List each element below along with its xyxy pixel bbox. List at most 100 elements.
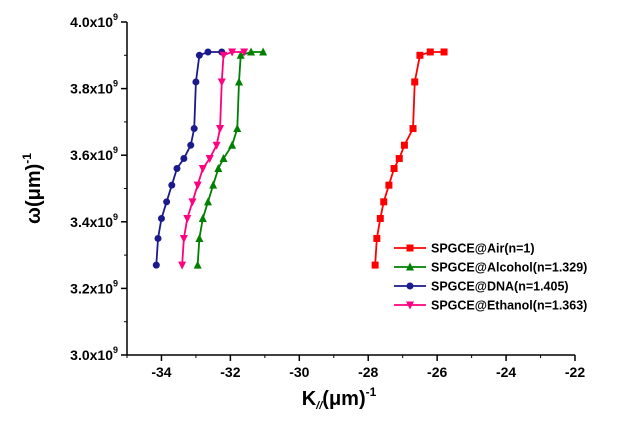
data-point xyxy=(228,48,237,57)
series-0 xyxy=(371,48,448,269)
data-point xyxy=(192,78,200,86)
y-tick-label: 3.4x109 xyxy=(70,212,118,230)
series-1 xyxy=(193,47,268,269)
x-axis-title-main: K xyxy=(302,388,317,410)
data-point xyxy=(214,164,223,173)
data-point xyxy=(188,198,197,207)
y-tick-label: 3.6x109 xyxy=(70,145,118,163)
data-point xyxy=(411,78,419,86)
data-point xyxy=(217,78,226,87)
data-point xyxy=(187,141,195,149)
data-point xyxy=(400,141,408,149)
data-point xyxy=(233,124,242,133)
data-point xyxy=(236,50,245,59)
legend-entry-3: SPGCE@Ethanol(n=1.363) xyxy=(394,299,587,313)
x-axis-title-unit: (μm) xyxy=(322,388,365,410)
y-tick-mantissa: 3.4x10 xyxy=(70,214,113,230)
y-tick-mantissa: 3.8x10 xyxy=(70,81,113,97)
data-point xyxy=(216,125,225,134)
legend-label: SPGCE@DNA(n=1.405) xyxy=(431,280,569,294)
x-axis-title-superscript: -1 xyxy=(366,385,377,399)
legend-marker xyxy=(406,301,414,310)
y-tick-exponent: 9 xyxy=(113,12,118,22)
data-point xyxy=(390,165,398,173)
data-point xyxy=(209,180,218,189)
y-tick-exponent: 9 xyxy=(113,278,118,288)
data-point xyxy=(371,261,379,269)
data-point xyxy=(235,77,243,86)
data-point xyxy=(157,214,165,222)
data-point xyxy=(409,125,417,133)
data-point xyxy=(395,155,403,163)
data-point xyxy=(198,213,207,222)
legend-marker xyxy=(406,282,414,290)
data-point xyxy=(376,214,384,222)
y-axis-title-unit: (μm) xyxy=(23,164,45,207)
data-point xyxy=(385,181,393,189)
data-point xyxy=(205,155,214,164)
y-axis-title-main: ω xyxy=(23,207,45,224)
data-point xyxy=(183,214,192,223)
data-point xyxy=(416,51,424,59)
data-point xyxy=(373,234,381,242)
data-point xyxy=(212,141,221,150)
y-tick-mantissa: 3.6x10 xyxy=(70,147,113,163)
legend-label: SPGCE@Ethanol(n=1.363) xyxy=(431,299,587,313)
y-tick-label: 4.0x109 xyxy=(70,12,118,30)
y-tick-label: 3.2x109 xyxy=(70,278,118,296)
x-axis-title-subscript: // xyxy=(315,400,324,412)
series-line xyxy=(181,51,245,266)
legend-marker xyxy=(406,262,414,271)
series-line xyxy=(374,51,445,266)
data-point xyxy=(190,125,198,133)
x-tick-label: -26 xyxy=(427,364,447,380)
plot-area xyxy=(152,47,448,270)
x-tick-label: -22 xyxy=(565,364,585,380)
legend: SPGCE@Air(n=1) SPGCE@Alcohol(n=1.329) SPGC… xyxy=(394,242,587,313)
y-tick-exponent: 9 xyxy=(113,79,118,89)
data-point xyxy=(168,181,176,189)
y-tick-label: 3.0x109 xyxy=(70,345,118,363)
legend-entry-1: SPGCE@Alcohol(n=1.329) xyxy=(394,261,587,275)
data-point xyxy=(426,48,434,56)
data-point xyxy=(152,261,160,269)
data-point xyxy=(193,181,202,190)
x-tick-label: -28 xyxy=(358,364,378,380)
x-axis-title: K//(μm)-1 xyxy=(302,385,377,412)
data-point xyxy=(195,233,204,242)
data-point xyxy=(259,47,268,56)
data-point xyxy=(173,165,181,173)
series-2 xyxy=(152,48,226,269)
data-point xyxy=(163,198,171,206)
y-tick-mantissa: 3.2x10 xyxy=(70,280,113,296)
data-point xyxy=(198,165,207,174)
data-point xyxy=(228,140,237,149)
data-point xyxy=(440,48,448,56)
x-tick-label: -32 xyxy=(220,364,240,380)
data-point xyxy=(154,234,162,242)
x-tick-label: -24 xyxy=(496,364,516,380)
y-tick-exponent: 9 xyxy=(113,212,118,222)
data-point xyxy=(219,51,228,60)
y-axis-title: ω(μm)-1 xyxy=(20,153,45,224)
legend-entry-0: SPGCE@Air(n=1) xyxy=(394,242,535,256)
legend-label: SPGCE@Air(n=1) xyxy=(431,242,535,256)
data-point xyxy=(204,48,212,56)
data-point xyxy=(180,155,188,163)
y-axis-title-superscript: -1 xyxy=(20,153,34,164)
axes: -34 -32 -30 -28 -26 -24 -223.0x1093.2x1093.4x1… xyxy=(20,12,585,412)
data-point xyxy=(195,51,203,59)
data-point xyxy=(219,154,228,163)
y-tick-mantissa: 4.0x10 xyxy=(70,14,113,30)
data-point xyxy=(193,260,202,269)
x-tick-label: -30 xyxy=(289,364,309,380)
series-3 xyxy=(178,48,249,270)
data-point xyxy=(247,47,256,56)
legend-entry-2: SPGCE@DNA(n=1.405) xyxy=(394,280,569,294)
y-tick-exponent: 9 xyxy=(113,345,118,355)
y-tick-exponent: 9 xyxy=(113,145,118,155)
data-point xyxy=(179,234,188,243)
data-point xyxy=(178,261,187,270)
data-point xyxy=(380,198,388,206)
